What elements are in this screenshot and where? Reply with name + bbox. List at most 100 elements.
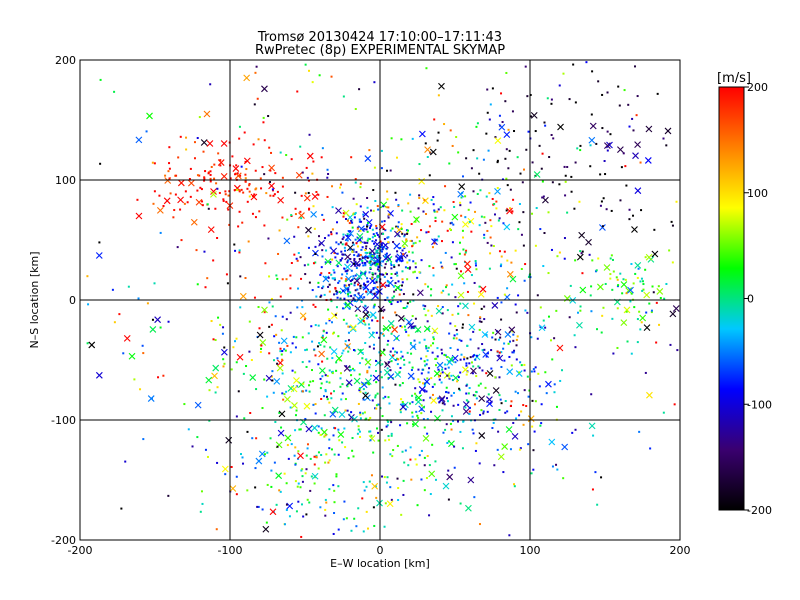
data-point bbox=[350, 219, 353, 222]
data-point bbox=[321, 375, 324, 378]
data-point bbox=[364, 305, 367, 308]
data-point bbox=[331, 258, 334, 261]
data-point bbox=[487, 149, 490, 152]
data-point bbox=[459, 358, 462, 361]
data-point bbox=[407, 202, 410, 205]
data-point bbox=[350, 411, 353, 414]
data-point bbox=[376, 256, 379, 259]
data-point bbox=[345, 278, 348, 281]
data-point bbox=[601, 127, 604, 130]
data-point bbox=[642, 283, 645, 286]
data-point bbox=[385, 247, 388, 250]
data-point bbox=[412, 271, 415, 274]
data-point-x bbox=[664, 127, 672, 135]
data-point bbox=[631, 117, 634, 120]
data-point bbox=[369, 252, 372, 255]
data-point bbox=[434, 478, 437, 481]
data-point bbox=[321, 255, 324, 258]
data-point bbox=[399, 424, 402, 427]
data-point bbox=[326, 357, 329, 360]
data-point bbox=[151, 161, 154, 164]
data-point bbox=[312, 403, 315, 406]
data-point bbox=[520, 233, 523, 236]
data-point bbox=[230, 368, 233, 371]
data-point bbox=[615, 276, 618, 279]
data-point-x bbox=[220, 140, 228, 147]
data-point bbox=[278, 229, 281, 232]
data-point bbox=[431, 385, 434, 388]
data-point bbox=[162, 374, 165, 377]
data-point bbox=[399, 357, 402, 360]
data-point bbox=[327, 276, 330, 279]
data-point bbox=[429, 493, 432, 496]
data-point bbox=[216, 187, 219, 190]
data-point bbox=[532, 468, 535, 471]
data-point bbox=[345, 365, 348, 368]
data-point bbox=[425, 231, 428, 234]
data-point bbox=[376, 392, 379, 395]
data-point bbox=[636, 95, 639, 98]
data-point bbox=[516, 335, 519, 338]
data-point bbox=[361, 351, 364, 354]
data-point bbox=[145, 130, 148, 133]
data-point-x bbox=[400, 251, 407, 259]
data-point bbox=[376, 233, 379, 236]
data-point bbox=[450, 428, 453, 431]
data-point-x bbox=[268, 164, 275, 172]
data-point bbox=[342, 349, 345, 352]
data-point bbox=[234, 340, 237, 343]
data-point bbox=[386, 169, 389, 172]
data-point bbox=[426, 155, 429, 158]
data-point bbox=[458, 338, 461, 341]
data-point bbox=[225, 200, 228, 203]
data-point bbox=[562, 477, 565, 480]
data-point bbox=[488, 192, 491, 195]
data-point bbox=[342, 212, 345, 215]
data-point bbox=[551, 358, 554, 361]
data-point bbox=[437, 397, 440, 400]
data-point-x bbox=[163, 197, 171, 205]
data-point bbox=[506, 259, 509, 262]
data-point bbox=[383, 348, 386, 351]
data-point bbox=[411, 411, 414, 414]
data-point bbox=[371, 236, 374, 239]
data-point bbox=[234, 173, 237, 176]
data-point bbox=[225, 273, 228, 276]
data-point bbox=[651, 285, 654, 288]
data-point bbox=[308, 133, 311, 136]
data-point bbox=[523, 389, 526, 392]
data-point bbox=[411, 315, 414, 318]
data-point bbox=[414, 392, 417, 395]
data-point bbox=[442, 431, 445, 434]
data-point-x bbox=[497, 453, 505, 461]
data-point-x bbox=[217, 159, 225, 166]
data-point bbox=[400, 138, 403, 141]
data-point bbox=[588, 253, 591, 256]
data-point bbox=[434, 220, 437, 223]
data-point bbox=[510, 364, 513, 367]
data-point bbox=[465, 364, 468, 367]
data-point bbox=[320, 382, 323, 385]
data-point bbox=[347, 295, 350, 298]
data-point bbox=[485, 372, 488, 375]
data-point bbox=[254, 71, 257, 74]
data-point bbox=[424, 142, 427, 145]
data-point bbox=[335, 306, 338, 309]
data-point bbox=[530, 472, 533, 475]
data-point bbox=[224, 473, 227, 476]
data-point bbox=[146, 302, 149, 305]
data-point bbox=[493, 464, 496, 467]
data-point bbox=[506, 184, 509, 187]
data-point bbox=[475, 125, 478, 128]
data-point-x bbox=[463, 260, 471, 268]
data-point bbox=[356, 255, 359, 258]
data-point bbox=[234, 249, 237, 252]
data-point bbox=[563, 237, 566, 240]
data-point bbox=[334, 256, 337, 259]
data-point bbox=[399, 247, 402, 250]
data-point bbox=[471, 372, 474, 375]
data-point bbox=[111, 288, 114, 291]
data-point bbox=[519, 361, 522, 364]
data-point bbox=[429, 396, 432, 399]
data-point bbox=[467, 392, 470, 395]
